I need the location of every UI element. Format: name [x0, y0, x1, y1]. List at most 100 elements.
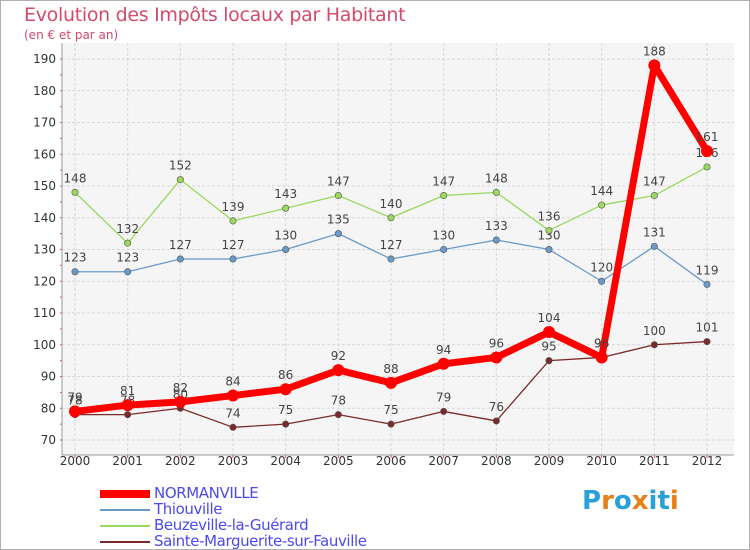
legend-label-normanville: NORMANVILLE — [154, 484, 259, 502]
data-label-beuzeville-la-guerard: 143 — [274, 187, 297, 201]
y-tick-label: 80 — [41, 401, 56, 415]
data-label-beuzeville-la-guerard: 148 — [485, 171, 508, 185]
data-point-sainte-marguerite-sur-fauville — [334, 411, 342, 419]
y-tick-label: 180 — [33, 84, 56, 98]
data-label-normanville: 82 — [173, 381, 188, 395]
data-label-sainte-marguerite-sur-fauville: 74 — [225, 406, 240, 420]
logo-letter: r — [601, 486, 614, 516]
data-label-thiouville: 123 — [64, 251, 87, 265]
x-tick-label: 2003 — [218, 454, 249, 468]
data-label-thiouville: 119 — [696, 263, 719, 277]
data-label-sainte-marguerite-sur-fauville: 75 — [383, 403, 398, 417]
data-label-sainte-marguerite-sur-fauville: 79 — [436, 390, 451, 404]
data-label-normanville: 161 — [696, 130, 719, 144]
legend-label-sainte-marguerite: Sainte-Marguerite-sur-Fauville — [154, 532, 367, 550]
data-point-beuzeville-la-guerard — [703, 163, 711, 171]
legend-label-thiouville: Thiouville — [154, 500, 223, 518]
data-label-normanville: 92 — [331, 349, 346, 363]
data-point-thiouville — [229, 255, 237, 263]
legend-swatch-normanville — [100, 490, 150, 498]
data-point-thiouville — [282, 246, 290, 254]
proxiti-logo: Proxiti — [582, 486, 679, 516]
y-tick-label: 70 — [41, 433, 56, 447]
y-tick-label: 90 — [41, 370, 56, 384]
data-point-thiouville — [124, 268, 132, 276]
data-label-normanville: 104 — [538, 311, 561, 325]
data-point-beuzeville-la-guerard — [334, 192, 342, 200]
y-tick-label: 120 — [33, 274, 56, 288]
data-label-beuzeville-la-guerard: 132 — [116, 222, 139, 236]
logo-letter: x — [631, 486, 649, 516]
data-point-beuzeville-la-guerard — [282, 204, 290, 212]
data-point-beuzeville-la-guerard — [229, 217, 237, 225]
data-point-sainte-marguerite-sur-fauville — [124, 411, 132, 419]
x-tick-label: 2005 — [323, 454, 354, 468]
data-label-normanville: 81 — [120, 384, 135, 398]
data-label-sainte-marguerite-sur-fauville: 75 — [278, 403, 293, 417]
data-point-thiouville — [598, 277, 606, 285]
y-tick-label: 170 — [33, 116, 56, 130]
data-label-beuzeville-la-guerard: 139 — [222, 200, 245, 214]
data-label-normanville: 96 — [489, 336, 504, 350]
data-label-normanville: 88 — [383, 362, 398, 376]
data-label-thiouville: 131 — [643, 225, 666, 239]
y-tick-label: 100 — [33, 338, 56, 352]
legend-label-beuzeville: Beuzeville-la-Guérard — [154, 516, 309, 534]
x-tick-label: 2001 — [112, 454, 143, 468]
data-label-normanville: 86 — [278, 368, 293, 382]
data-point-beuzeville-la-guerard — [387, 214, 395, 222]
data-point-sainte-marguerite-sur-fauville — [492, 417, 500, 425]
data-point-normanville — [385, 376, 397, 389]
data-point-normanville — [701, 145, 713, 158]
data-point-beuzeville-la-guerard — [598, 201, 606, 209]
x-tick-label: 2002 — [165, 454, 196, 468]
data-point-sainte-marguerite-sur-fauville — [650, 341, 658, 349]
data-label-normanville: 84 — [225, 375, 240, 389]
y-tick-label: 130 — [33, 243, 56, 257]
data-point-normanville — [595, 351, 608, 364]
data-label-beuzeville-la-guerard: 147 — [643, 175, 666, 189]
data-label-beuzeville-la-guerard: 148 — [64, 171, 87, 185]
data-point-sainte-marguerite-sur-fauville — [387, 420, 395, 428]
data-point-normanville — [174, 395, 187, 408]
legend-swatch-sainte-marguerite — [100, 541, 150, 543]
data-label-thiouville: 127 — [169, 238, 192, 252]
chart-subtitle: (en € et par an) — [24, 28, 119, 42]
x-tick-label: 2006 — [376, 454, 407, 468]
data-point-sainte-marguerite-sur-fauville — [282, 420, 290, 428]
data-label-thiouville: 120 — [590, 260, 613, 274]
data-point-sainte-marguerite-sur-fauville — [545, 357, 553, 365]
data-label-normanville: 94 — [436, 343, 451, 357]
data-point-thiouville — [440, 246, 448, 254]
data-point-thiouville — [387, 255, 395, 263]
data-point-normanville — [121, 399, 134, 412]
data-label-thiouville: 123 — [116, 251, 139, 265]
data-point-normanville — [437, 357, 450, 370]
data-label-normanville: 79 — [67, 390, 82, 404]
legend-swatch-beuzeville — [100, 525, 150, 527]
data-point-normanville — [279, 383, 292, 396]
data-point-thiouville — [176, 255, 184, 263]
logo-letter: P — [582, 486, 602, 516]
data-point-normanville — [69, 405, 81, 418]
y-tick-label: 150 — [33, 179, 56, 193]
data-label-beuzeville-la-guerard: 147 — [432, 175, 455, 189]
data-label-thiouville: 130 — [432, 229, 455, 243]
data-point-thiouville — [334, 230, 342, 238]
data-point-thiouville — [71, 268, 79, 276]
data-point-beuzeville-la-guerard — [650, 192, 658, 200]
x-tick-label: 2011 — [639, 454, 670, 468]
data-label-sainte-marguerite-sur-fauville: 76 — [489, 400, 504, 414]
x-tick-label: 2007 — [428, 454, 459, 468]
data-label-thiouville: 135 — [327, 213, 350, 227]
y-tick-label: 190 — [33, 52, 56, 66]
data-label-sainte-marguerite-sur-fauville: 101 — [696, 321, 719, 335]
x-tick-label: 2004 — [270, 454, 301, 468]
logo-letter: i — [648, 486, 658, 516]
legend-swatch-thiouville — [100, 509, 150, 511]
data-point-thiouville — [545, 246, 553, 254]
data-label-sainte-marguerite-sur-fauville: 78 — [331, 394, 346, 408]
data-label-thiouville: 130 — [274, 229, 297, 243]
data-label-thiouville: 130 — [538, 229, 561, 243]
data-point-sainte-marguerite-sur-fauville — [229, 423, 237, 431]
